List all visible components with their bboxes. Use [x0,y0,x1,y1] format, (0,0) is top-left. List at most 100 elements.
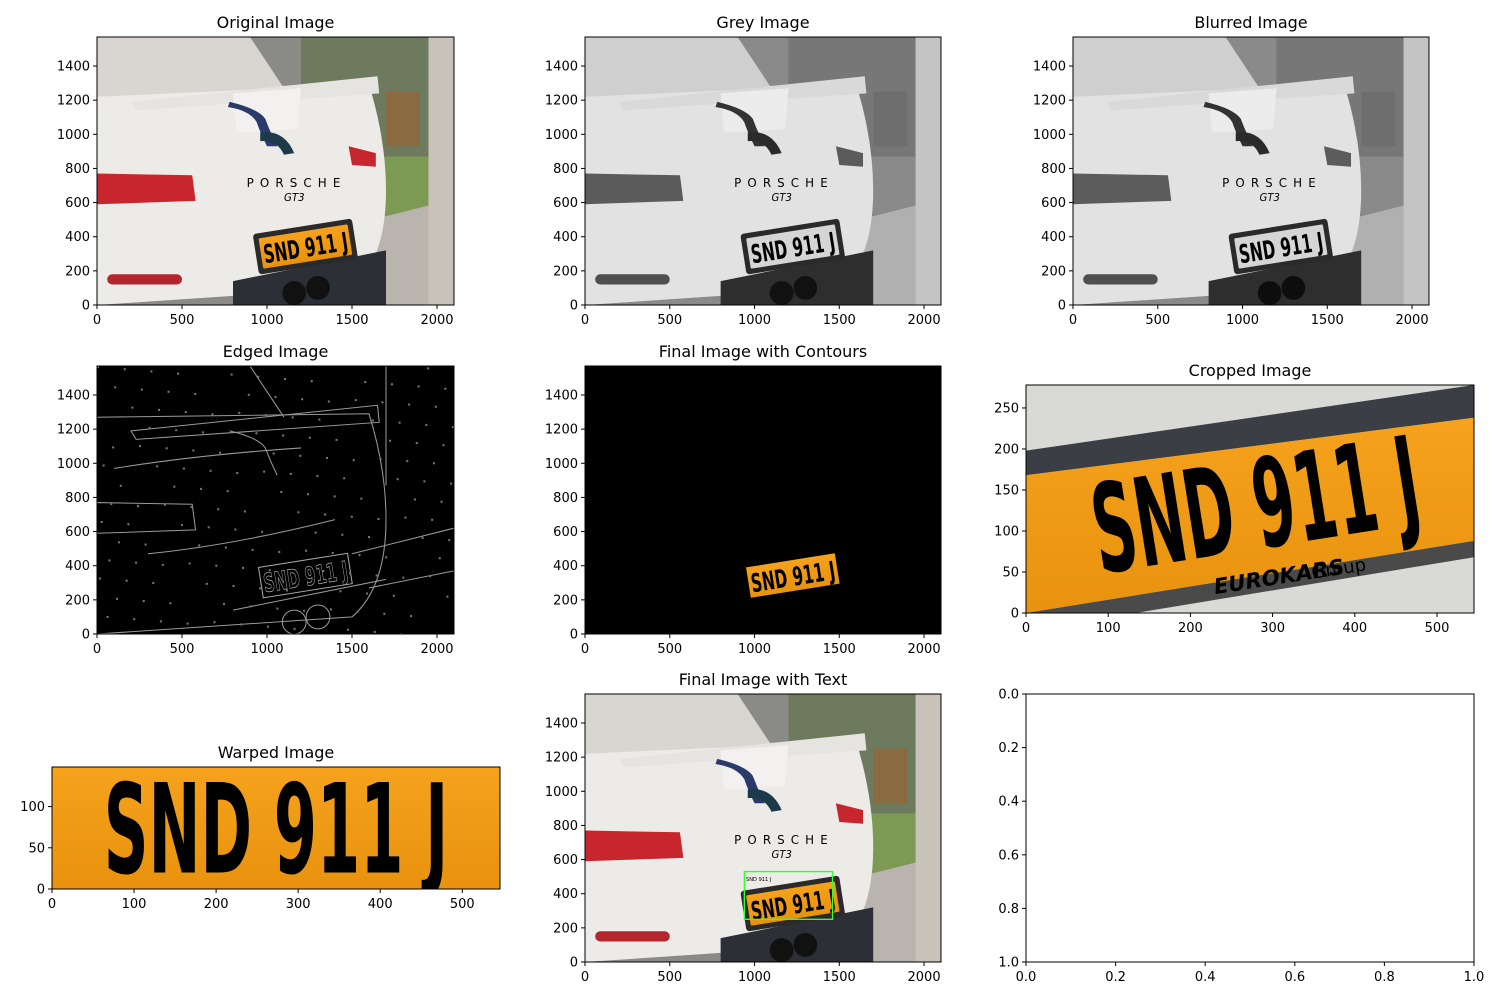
edge-line [97,502,197,534]
y-tick-label: 0 [37,883,45,898]
edge-speck [167,390,170,393]
y-tick-label: 200 [553,593,578,608]
x-tick-label: 1500 [823,313,856,328]
edge-speck [142,600,145,603]
x-tick-label: 1000 [738,970,771,985]
edge-speck [451,426,454,429]
x-tick-label: 500 [1145,313,1170,328]
exhaust-left [1257,281,1282,305]
y-tick-label: 800 [1041,162,1066,177]
y-tick-label: 600 [1041,196,1066,211]
reflector [595,274,670,285]
license-plate: SND 911 J [1228,218,1333,275]
y-tick-label: 0.6 [998,848,1019,863]
edge-speck [314,531,317,534]
edge-speck [377,517,380,520]
edge-line [229,430,278,476]
y-tick-label: 1400 [57,60,90,75]
edge-line [368,570,454,589]
edge-speck [438,557,441,560]
edge-speck [341,533,344,536]
edge-speck [119,484,122,487]
edge-speck [255,432,258,435]
diffuser [1208,250,1362,305]
axes-9: 0.0 0.2 0.4 0.6 0.8 1.00.00.20.40.60.81.0 [998,688,1484,986]
rear-glass [585,37,772,97]
exhaust-left [769,281,794,305]
x-tick-label: 0 [581,313,589,328]
edge-speck [299,454,302,457]
diffuser [233,250,387,305]
x-tick-label: 2000 [908,970,941,985]
edge-speck [291,416,294,419]
y-tick-label: 800 [65,491,90,506]
x-tick-label: 2000 [1396,313,1429,328]
edge-speck [446,595,449,598]
y-tick-label: 1400 [1033,60,1066,75]
y-tick-label: 1200 [545,751,578,766]
x-tick-label: 500 [657,642,682,657]
edge-speck [192,449,195,452]
x-tick-label: 0 [93,313,101,328]
x-tick-label: 1500 [335,642,368,657]
edge-speck [366,592,369,595]
edge-speck [163,503,166,506]
edge-speck [375,574,378,577]
edge-speck [392,594,395,597]
edge-speck [238,411,241,414]
axes-frame [584,693,942,963]
edge-speck [136,505,139,508]
x-tick-label: 400 [368,897,393,912]
edge-speck [450,482,453,485]
y-tick-label: 1000 [545,457,578,472]
edge-speck [432,462,435,465]
x-tick-label: 2000 [420,642,453,657]
badge-text: PORSCHE [247,176,347,190]
y-tick-label: 600 [553,525,578,540]
edge-speck [205,582,208,585]
y-tick-label: 0.4 [998,795,1019,810]
edge-speck [266,625,269,628]
edge-speck [385,556,388,559]
edge-speck [310,380,313,383]
planter [873,748,908,804]
x-tick-label: 500 [450,897,475,912]
edge-speck [144,543,147,546]
x-tick-label: 1500 [335,313,368,328]
x-tick-label: 500 [657,970,682,985]
plate-face [746,881,840,926]
x-tick-label: 0.4 [1195,970,1216,985]
edge-speck [415,441,418,445]
edge-speck [123,368,126,371]
y-tick-label: 400 [553,230,578,245]
x-tick-label: 500 [170,313,195,328]
y-tick-label: 1000 [1033,128,1066,143]
edge-speck [322,569,325,573]
vent [747,789,782,812]
edge-line [351,527,454,555]
edge-speck [215,564,218,567]
model-text: GT3 [1259,193,1280,204]
image-scaled: PORSCHE GT3 SND 911 J [97,37,454,305]
edge-speck [261,530,264,533]
y-tick-label: 1400 [545,60,578,75]
x-tick-label: 2000 [908,642,941,657]
edge-line [97,413,387,634]
kerb [915,37,941,305]
y-tick-label: 400 [65,230,90,245]
spoiler-deck [720,88,789,133]
edge-speck [331,551,334,554]
edge-speck [190,505,193,509]
edge-speck [169,602,172,605]
edge-line [147,519,336,555]
edge-speck [200,487,203,490]
edge-speck [442,444,445,447]
license-plate: SND 911 J [740,875,845,932]
vent [1235,132,1270,155]
y-tick-label: 800 [553,162,578,177]
edge-speck [259,587,262,590]
y-tick-label: 800 [553,819,578,834]
x-tick-label: 300 [286,897,311,912]
exhaust-right [793,275,818,300]
